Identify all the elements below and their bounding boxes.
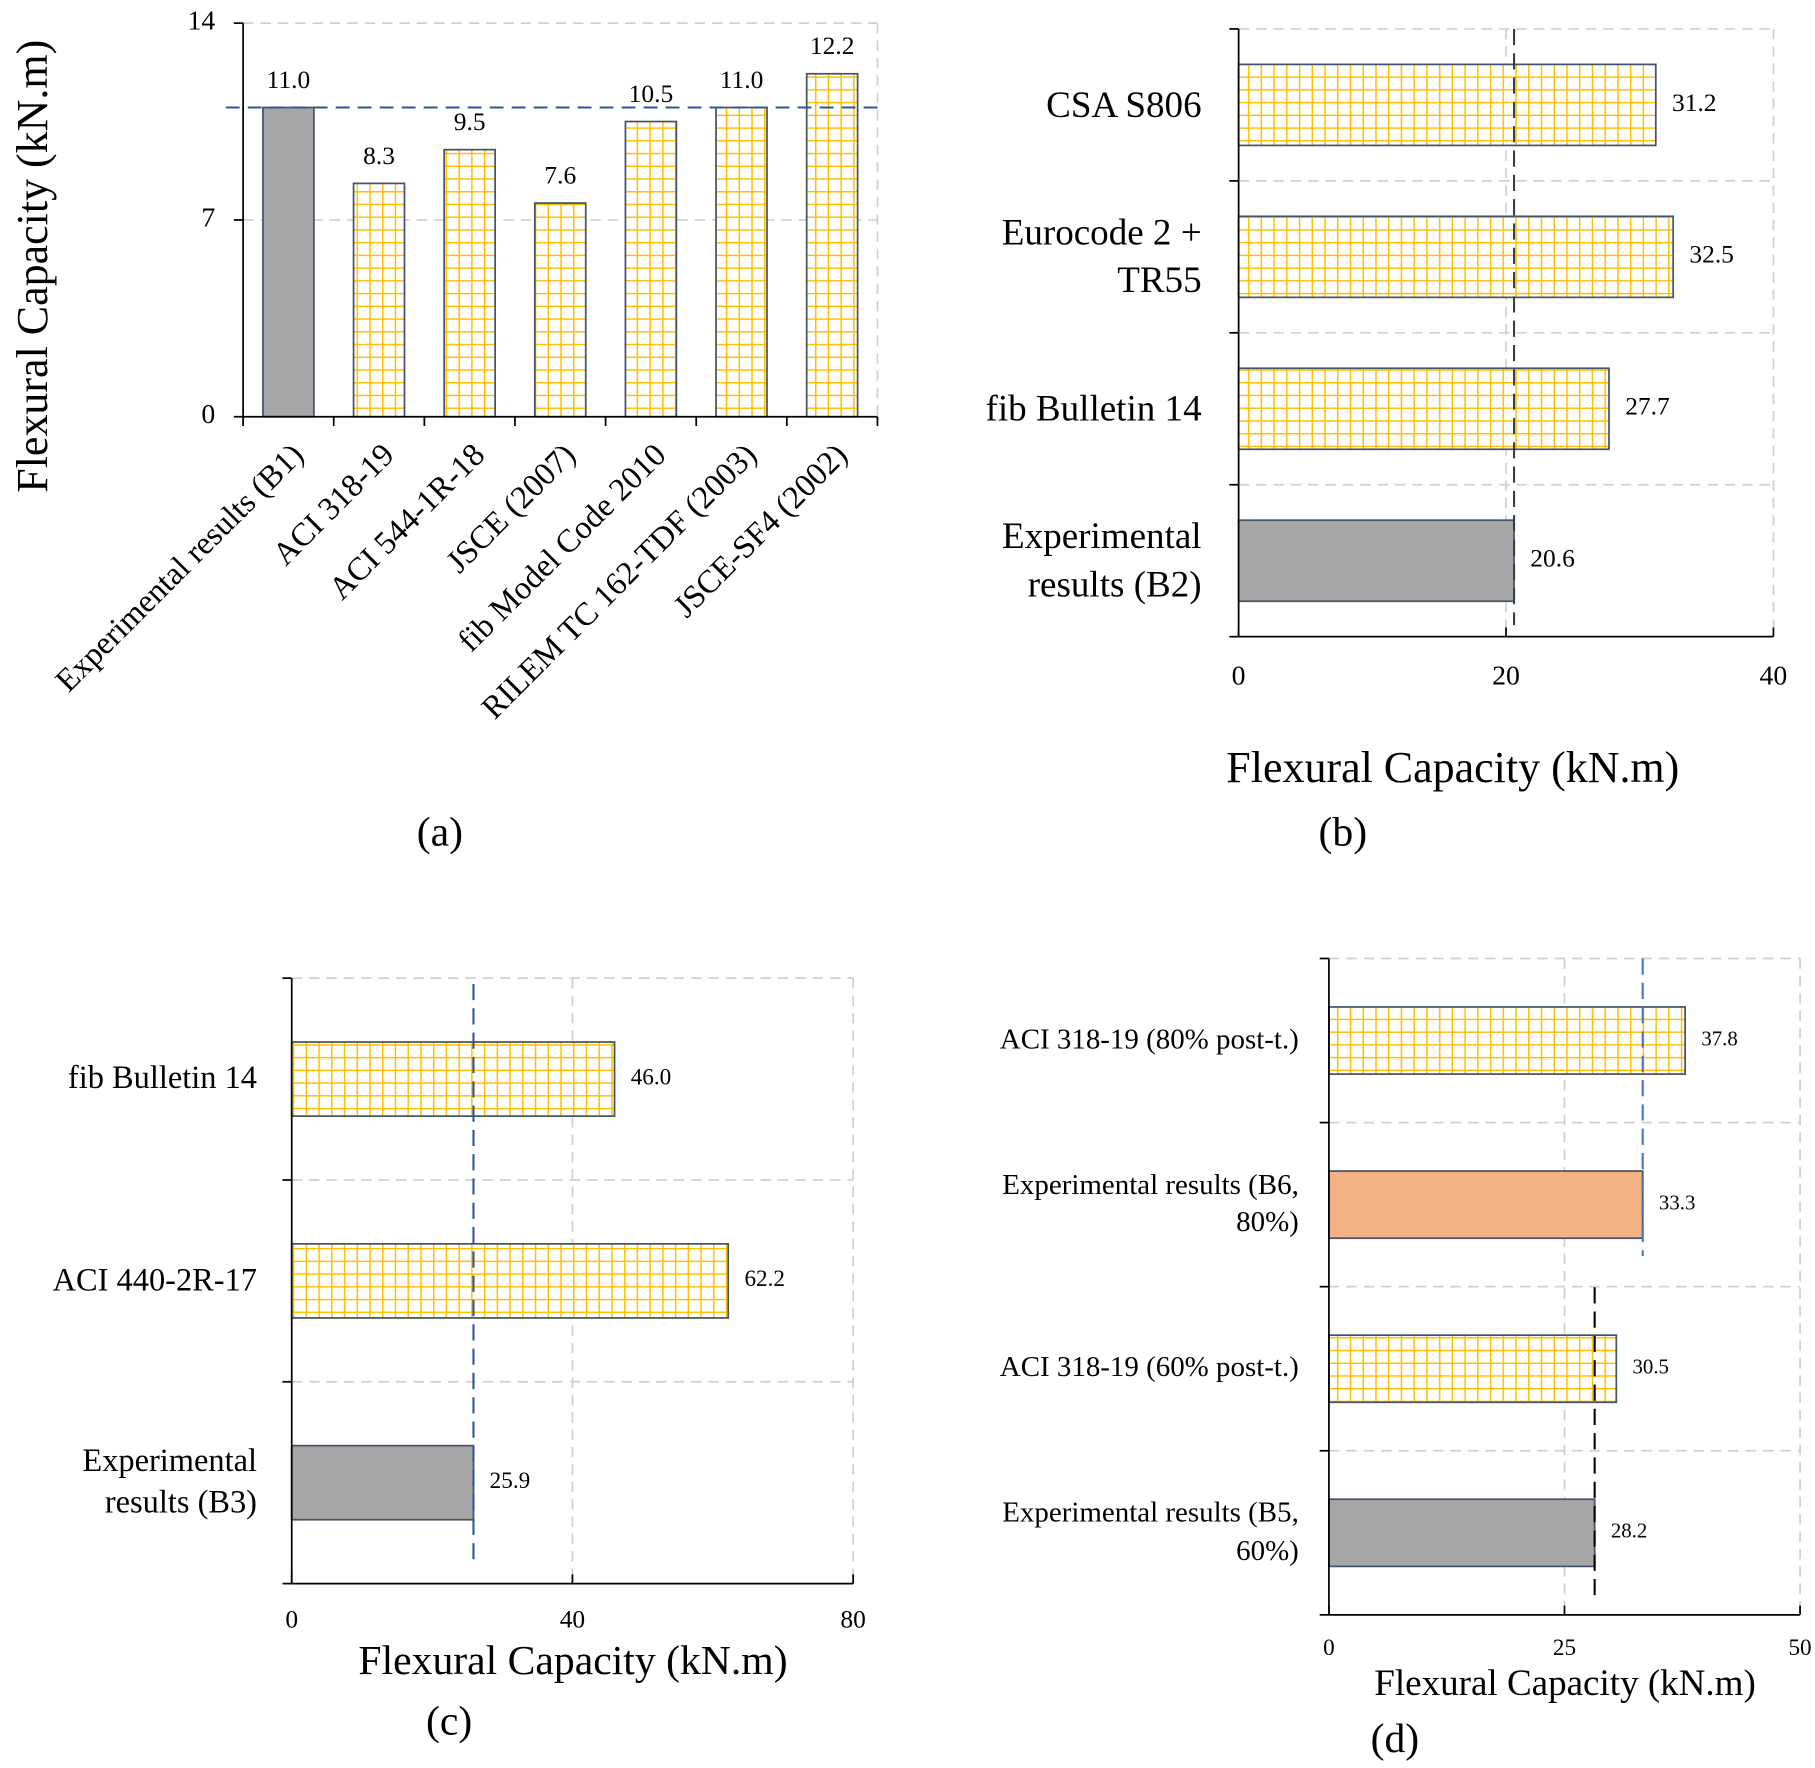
bar [805,72,859,418]
value-label: 28.2 [1611,1519,1647,1543]
x-tick-label: Experimental results (B1) [49,437,311,699]
bar [443,148,496,418]
caption: (b) [1319,809,1368,855]
x-tick-label: ACI 544-1R-18 [322,437,492,607]
bar [533,202,587,418]
x-tick-label: 80 [840,1605,865,1634]
caption: (a) [417,809,463,855]
y-tick-label: ACI 318-19 (60% post-t.) [999,1352,1299,1384]
value-label: 11.0 [720,65,764,94]
value-label: 10.5 [629,79,674,108]
y-tick-label: Experimental results (B3) [82,1442,257,1521]
bar [290,1041,616,1117]
value-label: 46.0 [631,1064,672,1090]
bar [262,106,315,418]
x-tick-label: 0 [1323,1635,1335,1661]
value-label: 37.8 [1701,1026,1737,1050]
bar [624,120,678,418]
bar [290,1444,475,1521]
x-tick-label: 0 [285,1605,298,1634]
value-label: 32.5 [1689,240,1734,269]
y-tick-label: fib Bulletin 14 [67,1060,257,1097]
bar [1237,519,1515,603]
value-label: 27.7 [1625,392,1670,421]
bar [1328,1498,1596,1568]
bar [1328,1170,1644,1240]
value-label: 9.5 [454,107,486,136]
value-label: 30.5 [1633,1354,1669,1378]
value-label: 25.9 [490,1468,531,1494]
x-tick-label: 25 [1553,1635,1576,1661]
y-tick-label: Eurocode 2 + TR55 [1001,211,1202,301]
y-tick-label: Experimental results (B6, 80%) [1002,1169,1299,1239]
bar [1237,63,1657,147]
y-tick-label: ACI 440-2R-17 [52,1262,257,1299]
y-tick-label: fib Bulletin 14 [985,387,1202,429]
caption: (d) [1371,1716,1420,1762]
value-label: 31.2 [1672,88,1717,117]
bar [715,106,768,418]
value-label: 62.2 [744,1266,785,1292]
bar [1328,1334,1618,1404]
y-axis-label: Flexural Capacity (kN.m) [8,40,57,493]
x-axis-label: Flexural Capacity (kN.m) [1374,1663,1756,1704]
y-tick-label: Experimental results (B2) [1002,514,1202,605]
x-tick-label: 50 [1788,1635,1811,1661]
bar [1237,215,1675,299]
x-tick-label: 40 [1760,661,1788,692]
value-label: 11.0 [267,65,311,94]
caption: (c) [426,1698,472,1744]
value-label: 33.3 [1659,1190,1695,1214]
y-tick-label: 0 [201,399,215,430]
value-label: 12.2 [810,31,855,60]
x-tick-label: 40 [560,1605,585,1634]
bar [352,182,406,418]
x-axis-label: Flexural Capacity (kN.m) [358,1638,787,1684]
y-tick-label: Experimental results (B5, 60%) [1002,1497,1299,1567]
value-label: 20.6 [1530,544,1575,573]
bar [1237,367,1610,451]
y-tick-label: 7 [201,202,215,233]
y-tick-label: ACI 318-19 (80% post-t.) [999,1024,1299,1056]
x-tick-label: 20 [1492,661,1520,692]
y-tick-label: CSA S806 [1046,83,1202,125]
bar [290,1242,730,1319]
y-tick-label: 14 [188,6,216,37]
x-axis-label: Flexural Capacity (kN.m) [1226,743,1679,792]
value-label: 7.6 [544,160,576,189]
bar [1328,1006,1686,1075]
value-label: 8.3 [363,141,395,170]
x-tick-label: 0 [1232,661,1246,692]
